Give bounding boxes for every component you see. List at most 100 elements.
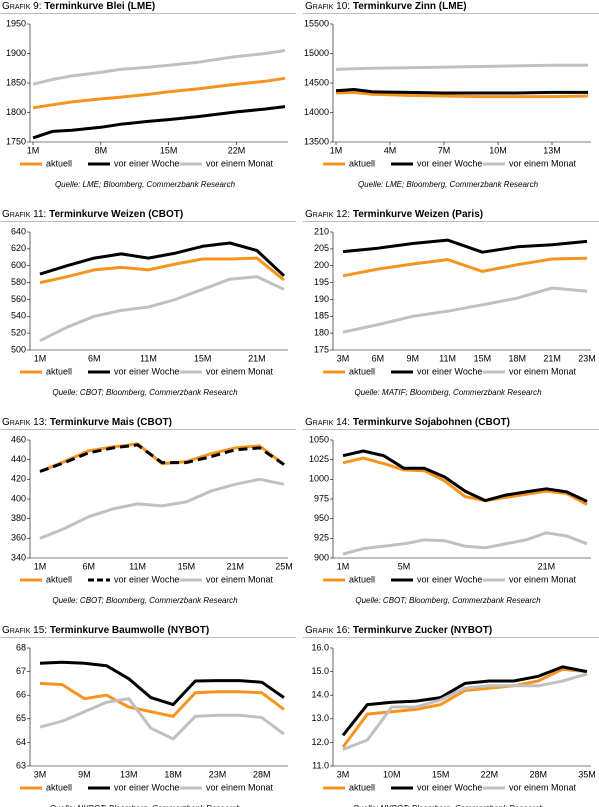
source-note: Quelle: NYBOT; Bloomberg, Commerzbank Re… [353,804,544,807]
series-line [39,681,285,718]
title-rule [303,221,599,222]
y-tick-label: 195 [314,277,329,287]
legend-label: vor einer Woche [114,574,179,584]
x-tick-label: 23M [209,769,227,779]
y-tick-label: 500 [11,344,26,354]
source-note: Quelle: CBOT; Bloomberg, Commerzbank Res… [52,596,238,605]
chart-title: Grafik 15: Terminkurve Baumwolle (NYBOT) [2,625,209,636]
series-line [32,49,286,86]
legend-label: vor einem Monat [509,158,577,168]
x-tick-label: 18M [164,769,182,779]
y-tick-label: 975 [314,493,329,503]
title-rule [303,637,599,638]
chart-panel: Grafik 14: Terminkurve Sojabohnen (CBOT)… [303,417,599,605]
chart-title: Grafik 10: Terminkurve Zinn (LME) [305,1,467,12]
y-tick-label: 14.0 [311,690,329,700]
legend-label: aktuell [46,366,72,376]
series-line [335,88,588,95]
series-line [39,697,285,741]
title-rule [303,429,599,430]
legend-label: aktuell [46,574,72,584]
y-tick-label: 15.0 [311,666,329,676]
x-tick-label: 1M [27,145,40,155]
x-tick-label: 22M [228,145,246,155]
x-tick-label: 10M [489,145,507,155]
y-tick-label: 925 [314,533,329,543]
x-tick-label: 21M [248,353,266,363]
chart-title-text: Terminkurve Weizen (CBOT) [49,209,183,220]
x-tick-label: 25M [275,561,293,571]
source-note: Quelle: NYBOT; Bloomberg, Commerzbank Re… [50,804,241,807]
y-tick-label: 560 [11,294,26,304]
x-tick-label: 15M [432,769,450,779]
y-tick-label: 400 [11,493,26,503]
series-line [39,241,286,277]
y-tick-label: 1950 [6,18,26,28]
x-tick-label: 1M [330,145,343,155]
legend-label: aktuell [46,782,72,792]
legend-label: vor einer Woche [417,574,482,584]
legend-label: vor einem Monat [509,782,577,792]
x-tick-label: 6M [88,353,101,363]
series-line [342,456,588,506]
legend-label: vor einem Monat [206,158,274,168]
y-tick-label: 1025 [309,454,329,464]
y-tick-label: 16.0 [311,642,329,652]
y-tick-label: 420 [11,474,26,484]
y-tick-label: 63 [16,760,26,770]
y-tick-label: 68 [16,642,26,652]
x-tick-label: 15M [194,353,212,363]
y-tick-label: 15000 [304,48,329,58]
x-tick-label: 15M [474,353,492,363]
legend-label: vor einem Monat [206,782,274,792]
series-line [341,665,588,737]
series-line [39,660,285,707]
series-line [39,443,285,473]
y-tick-label: 1750 [6,136,26,146]
x-tick-label: 5M [398,561,411,571]
x-tick-label: 3M [337,353,350,363]
y-tick-label: 14000 [304,107,329,117]
title-rule [0,221,296,222]
legend-label: vor einer Woche [417,366,482,376]
chart-title: Grafik 12: Terminkurve Weizen (Paris) [305,209,483,220]
chart-title-text: Terminkurve Zucker (NYBOT) [353,625,492,636]
y-tick-label: 65 [16,713,26,723]
chart-title: Grafik 16: Terminkurve Zucker (NYBOT) [305,625,492,636]
x-tick-label: 22M [481,769,499,779]
y-tick-label: 380 [11,513,26,523]
x-tick-label: 3M [337,769,350,779]
series-line [342,286,588,334]
y-tick-label: 520 [11,328,26,338]
legend-label: aktuell [349,782,375,792]
legend-label: vor einem Monat [206,366,274,376]
y-tick-label: 580 [11,277,26,287]
chart-panel: Grafik 13: Terminkurve Mais (CBOT) 340 360… [0,417,296,605]
x-tick-label: 4M [384,145,397,155]
x-tick-label: 9M [406,353,419,363]
y-tick-label: 360 [11,533,26,543]
x-tick-label: 1M [34,353,47,363]
y-tick-label: 175 [314,344,329,354]
series-line [39,442,285,473]
chart-title-text: Terminkurve Weizen (Paris) [353,209,483,220]
x-tick-label: 7M [438,145,451,155]
y-tick-label: 185 [314,311,329,321]
x-tick-label: 11M [129,561,146,571]
y-tick-label: 210 [314,226,329,236]
x-tick-label: 21M [226,561,244,571]
x-tick-label: 11M [140,353,157,363]
source-note: Quelle: CBOT; Bloomberg, Commerzbank Res… [52,388,238,397]
x-tick-label: 18M [509,353,527,363]
x-tick-label: 1M [34,561,47,571]
series-line [342,672,588,751]
series-line [39,256,285,285]
source-note: Quelle: CBOT; Bloomberg, Commerzbank Res… [355,596,541,605]
chart-title: Grafik 14: Terminkurve Sojabohnen (CBOT) [305,417,510,428]
chart-title-text: Terminkurve Blei (LME) [44,1,155,12]
y-tick-label: 180 [314,328,329,338]
x-tick-label: 10M [383,769,401,779]
series-line [39,477,285,540]
x-tick-label: 23M [578,353,596,363]
